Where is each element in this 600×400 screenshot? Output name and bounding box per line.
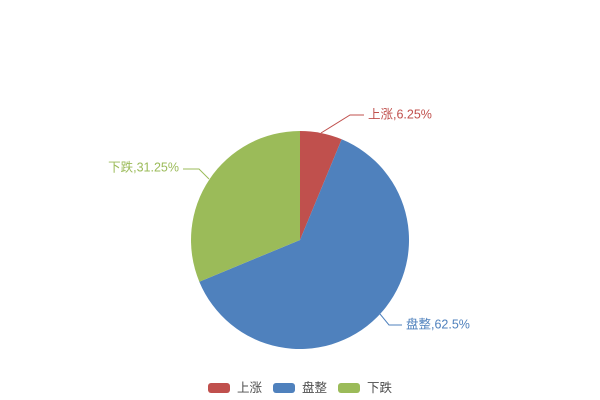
pie-slice-consolidate[interactable]	[199, 139, 410, 350]
legend-label-fall: 下跌	[367, 380, 393, 395]
legend: 上涨 盘整 下跌	[0, 380, 600, 395]
legend-swatch-fall	[338, 382, 360, 393]
pie-slice-rise[interactable]	[300, 131, 342, 240]
callout-line-consolidate	[379, 313, 402, 326]
callout-line-fall	[183, 168, 210, 180]
legend-item-consolidate[interactable]: 盘整	[272, 380, 327, 395]
legend-label-rise: 上涨	[236, 380, 262, 395]
legend-swatch-consolidate	[272, 382, 295, 393]
legend-label-consolidate: 盘整	[301, 380, 327, 395]
callout-line-rise	[320, 114, 364, 134]
pie-slice-fall[interactable]	[191, 131, 300, 282]
data-label-rise: 上涨,6.25%	[368, 106, 432, 121]
legend-swatch-rise	[207, 382, 230, 393]
legend-item-fall[interactable]: 下跌	[338, 380, 393, 395]
data-label-fall: 下跌,31.25%	[108, 159, 179, 174]
legend-item-rise[interactable]: 上涨	[207, 380, 262, 395]
data-label-consolidate: 盘整,62.5%	[406, 316, 470, 331]
